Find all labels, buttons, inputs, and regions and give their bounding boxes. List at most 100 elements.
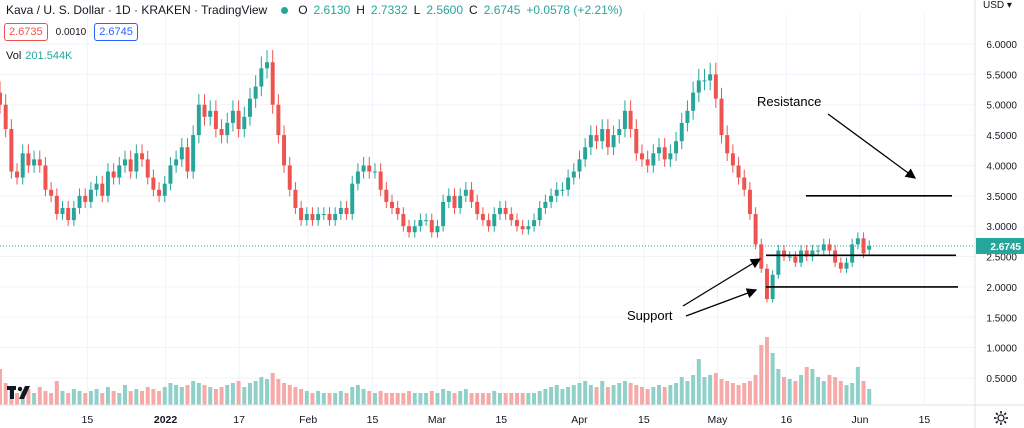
volume-bar	[122, 385, 127, 405]
high-label: H	[356, 3, 365, 17]
candle-body	[441, 201, 446, 227]
candle-body	[509, 214, 514, 221]
candle-body	[725, 135, 730, 154]
candle-body	[299, 207, 304, 221]
volume-bar	[230, 383, 235, 405]
volume-bar	[390, 393, 394, 405]
close-label: C	[469, 3, 478, 17]
candle-body	[446, 195, 451, 202]
candle-body	[520, 226, 525, 230]
candle-body	[747, 189, 752, 215]
candle-body	[452, 195, 457, 208]
volume-bar	[270, 373, 275, 405]
volume-bar	[639, 387, 644, 405]
candle-body	[367, 165, 372, 172]
symbol-title: Kava / U. S. Dollar · 1D · KRAKEN · Trad…	[6, 3, 268, 17]
volume-bar	[532, 393, 537, 405]
candlesticks	[0, 50, 872, 303]
volume-bar	[855, 367, 860, 405]
volume-bar	[293, 387, 298, 405]
volume-bar	[66, 393, 71, 405]
candle-body	[219, 129, 224, 136]
price-tick-label: 5.0000	[986, 101, 1017, 112]
candle-body	[696, 80, 701, 93]
resistance-arrow	[827, 113, 917, 179]
low-value: 2.5600	[426, 3, 464, 17]
volume-bar	[776, 369, 781, 405]
volume-bar	[236, 381, 241, 405]
volume-bar	[833, 377, 838, 405]
volume-bar	[185, 385, 190, 405]
volume-bar	[71, 389, 76, 405]
volume-bar	[287, 385, 292, 405]
price-tick-label: 1.0000	[986, 344, 1017, 355]
volume-bar	[105, 387, 110, 405]
candle-body	[407, 226, 412, 233]
volume-bar	[424, 393, 429, 405]
candle-body	[390, 201, 394, 208]
volume-bar	[83, 393, 88, 405]
candle-body	[293, 189, 298, 208]
volume-bar	[412, 393, 417, 405]
volume-bar	[259, 377, 264, 405]
volume-bar	[208, 387, 213, 405]
tradingview-logo-icon[interactable]	[6, 383, 32, 401]
volume-bar	[696, 359, 701, 405]
volume-bar	[810, 369, 815, 405]
volume-bar	[321, 393, 326, 405]
volume-bar	[134, 389, 139, 405]
grid-lines	[0, 14, 975, 405]
candle-body	[276, 104, 281, 136]
candle-body	[833, 250, 838, 263]
candle-body	[583, 147, 588, 160]
time-tick-label: Apr	[571, 414, 588, 426]
time-tick-label: Feb	[299, 414, 317, 426]
volume-bar	[702, 377, 707, 405]
candle-body	[736, 165, 741, 178]
price-tick-label: 3.0000	[986, 222, 1017, 233]
volume-bar	[344, 393, 349, 405]
volume-bar	[429, 391, 434, 405]
candle-body	[674, 141, 679, 154]
candle-body	[782, 250, 786, 257]
candle-body	[316, 214, 321, 221]
volume-bar	[486, 393, 491, 405]
volume-bar	[111, 391, 116, 405]
volume-bar	[32, 393, 37, 405]
time-tick-label: 15	[638, 414, 650, 426]
volume-bar	[816, 377, 821, 405]
candle-body	[685, 110, 690, 123]
candle-body	[71, 207, 76, 221]
chart-header: Kava / U. S. Dollar · 1D · KRAKEN · Trad…	[6, 3, 622, 17]
candle-body	[344, 207, 349, 215]
candle-body	[401, 214, 406, 227]
candle-body	[265, 62, 270, 69]
volume-bar	[225, 385, 230, 405]
volume-bar	[560, 389, 565, 405]
gear-icon[interactable]	[993, 410, 1009, 426]
volume-bar	[350, 387, 355, 405]
candle-body	[566, 177, 571, 190]
candle-body	[821, 244, 826, 251]
bid-price-button[interactable]: 2.6735	[4, 23, 48, 41]
volume-bar	[446, 391, 451, 405]
volume-bar	[549, 387, 554, 405]
candle-body	[100, 183, 105, 196]
volume-legend: Vol 201.544K	[6, 50, 72, 62]
currency-selector[interactable]: USD ▾	[983, 0, 1012, 11]
candle-body	[9, 129, 14, 172]
volume-bar	[571, 385, 576, 405]
ask-price-button[interactable]: 2.6745	[94, 23, 138, 41]
volume-bar	[128, 391, 133, 405]
currency-label: USD	[983, 0, 1005, 11]
candle-body	[793, 256, 798, 263]
volume-bar	[793, 381, 798, 405]
volume-bar	[713, 373, 718, 405]
candle-body	[475, 201, 480, 215]
volume-bar	[611, 385, 616, 405]
time-tick-label: 16	[781, 414, 793, 426]
last-price-label: 2.6745	[990, 242, 1021, 253]
candle-body	[310, 214, 315, 221]
support-annotation: Support	[627, 308, 673, 323]
